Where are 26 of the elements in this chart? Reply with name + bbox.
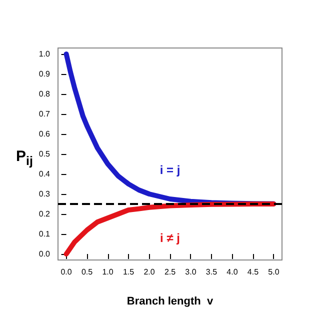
y-tick-label: 0.3 bbox=[38, 190, 51, 198]
x-axis-title: Branch length v bbox=[126, 296, 214, 308]
y-tick-label: 0.6 bbox=[38, 130, 51, 138]
y-tick-label: 0.5 bbox=[38, 150, 51, 158]
x-tick-label: 2.5 bbox=[164, 268, 176, 276]
x-tick-label: 4.0 bbox=[226, 268, 238, 276]
y-tick-label: 0.9 bbox=[38, 70, 51, 78]
y-tick-label: 0.4 bbox=[38, 170, 51, 178]
x-tick-label: 3.0 bbox=[185, 268, 197, 276]
y-tick-label: 0.7 bbox=[38, 110, 51, 118]
y-tick-label: 0.2 bbox=[38, 210, 51, 218]
x-tick-label: 1.0 bbox=[102, 268, 114, 276]
x-tick-label: 4.5 bbox=[247, 268, 260, 276]
annotation: i ≠ j bbox=[160, 231, 180, 245]
x-tick-label: 0.5 bbox=[81, 268, 94, 276]
x-tick-label: 5.0 bbox=[268, 268, 280, 276]
y-tick-label: 1.0 bbox=[38, 50, 51, 58]
x-tick-label: 0.0 bbox=[60, 268, 72, 276]
y-tick-label: 0.1 bbox=[38, 230, 51, 238]
y-tick-label: 0.0 bbox=[38, 250, 51, 258]
x-tick-label: 2.0 bbox=[144, 268, 156, 276]
y-tick-label: 0.8 bbox=[38, 90, 51, 98]
annotation: i = j bbox=[160, 163, 180, 177]
y-axis-title: P$_{ij}$ bbox=[16, 148, 33, 168]
x-tick-label: 3.5 bbox=[206, 268, 218, 276]
x-tick-label: 1.5 bbox=[122, 268, 135, 276]
